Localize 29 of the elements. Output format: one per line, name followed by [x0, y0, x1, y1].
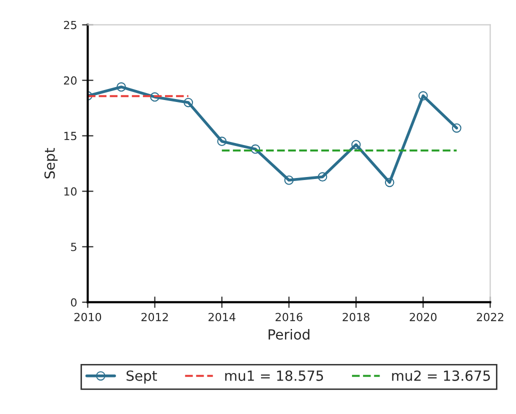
x-axis-title: Period [268, 328, 310, 340]
y-tick-label: 15 [64, 132, 76, 140]
y-tick-label: 10 [64, 187, 77, 196]
point [217, 136, 227, 146]
x-tick-label: 2014 [208, 312, 236, 322]
point [384, 178, 394, 188]
x-tick-label: 2016 [276, 312, 302, 322]
x-tick-label: 2020 [410, 312, 437, 322]
y-tick-label: 20 [64, 76, 77, 85]
y-axis-title: Sept [44, 148, 58, 178]
legend-label: Sept [126, 370, 157, 384]
point [452, 123, 462, 133]
point [116, 82, 126, 92]
point [250, 144, 260, 154]
x-tick-label: 2022 [476, 312, 504, 322]
legend-label: mu1 = 18.575 [225, 370, 324, 381]
y-tick-label: 0 [70, 298, 77, 307]
x-tick-label: 2012 [141, 312, 168, 322]
point [150, 92, 160, 102]
point [418, 91, 428, 101]
point [284, 175, 294, 185]
point [351, 140, 361, 150]
x-tick-label: 2010 [74, 312, 102, 322]
y-tick-label: 25 [64, 20, 76, 30]
point [184, 98, 194, 108]
y-tick-label: 5 [71, 242, 76, 252]
point [318, 172, 328, 182]
x-tick-label: 2018 [342, 312, 370, 322]
legend-label: mu2 = 13.675 [392, 370, 490, 381]
